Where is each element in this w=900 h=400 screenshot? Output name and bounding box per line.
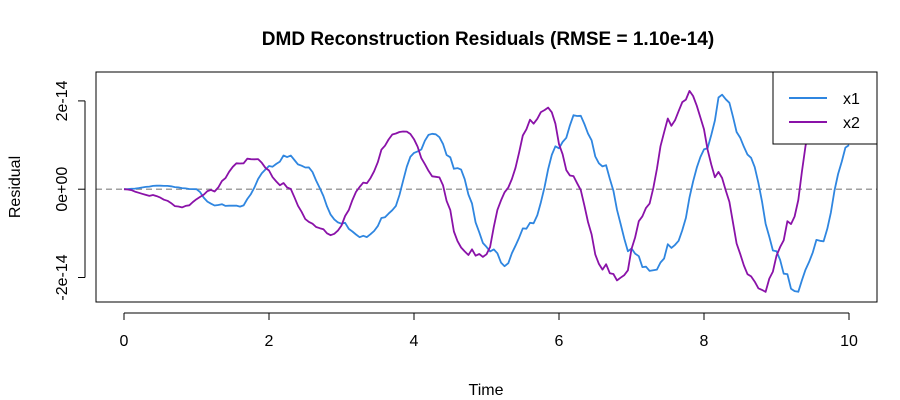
x-tick-label: 0 [120, 333, 129, 350]
y-tick-label: 2e-14 [54, 80, 71, 121]
series-line-x1 [123, 93, 850, 293]
y-axis-label: Residual [7, 156, 24, 218]
series-line-x2 [123, 90, 814, 293]
x-axis: 0 2 4 6 8 10 [120, 312, 858, 350]
y-tick-label: 0e+00 [54, 167, 71, 212]
legend-label-x2: x2 [843, 115, 860, 132]
legend-box [772, 71, 878, 145]
x-tick-label: 4 [410, 333, 419, 350]
plot-frame [95, 71, 878, 303]
chart-title: DMD Reconstruction Residuals (RMSE = 1.1… [262, 29, 714, 50]
x-axis-label: Time [469, 382, 504, 399]
legend-label-x1: x1 [843, 91, 860, 108]
y-axis: -2e-14 0e+00 2e-14 [54, 80, 86, 301]
y-tick-label: -2e-14 [54, 254, 71, 300]
x-tick-label: 6 [555, 333, 564, 350]
x-tick-label: 10 [840, 333, 858, 350]
plot-area [96, 90, 877, 293]
x-tick-label: 8 [700, 333, 709, 350]
x-tick-label: 2 [265, 333, 274, 350]
